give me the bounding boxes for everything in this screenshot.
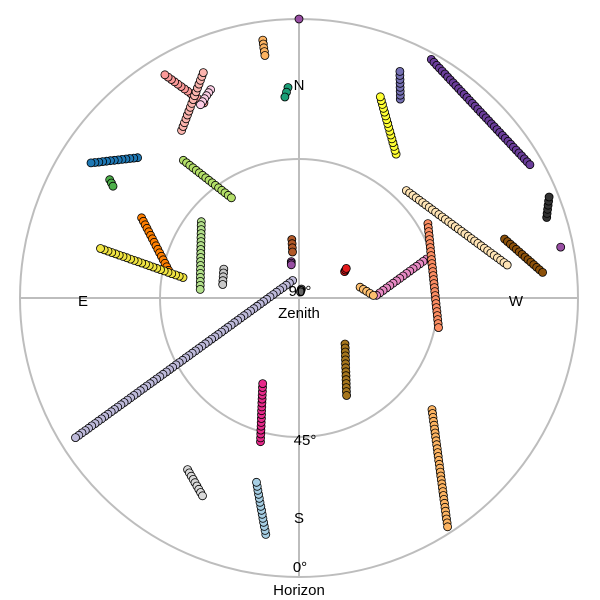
track-15-point xyxy=(342,391,352,400)
track-10-point xyxy=(252,477,261,487)
track-18-point xyxy=(395,67,405,76)
track-19-point xyxy=(525,160,535,170)
track-17-point xyxy=(375,92,385,102)
track-11-point xyxy=(226,193,236,203)
track-30-point xyxy=(286,260,296,270)
single-point-1 xyxy=(294,14,304,24)
direction-label-e: E xyxy=(78,293,88,310)
track-14-point xyxy=(108,181,118,191)
track-22-point xyxy=(544,192,554,202)
satellite-tracks xyxy=(71,14,566,539)
track-5-point xyxy=(260,51,270,60)
track-3-point xyxy=(218,280,228,289)
track-31-point xyxy=(296,287,305,297)
single-point-2 xyxy=(556,242,566,252)
track-23-point xyxy=(538,267,547,277)
direction-label-w: W xyxy=(509,293,524,310)
track-9-point xyxy=(258,379,268,389)
elevation-45-tick-label: 45° xyxy=(294,432,317,449)
track-12-point xyxy=(198,68,208,77)
track-29-point xyxy=(341,263,351,273)
track-25-point xyxy=(280,92,290,102)
track-13-point xyxy=(198,491,207,501)
track-4-point xyxy=(86,158,96,168)
track-20-point xyxy=(96,244,105,253)
track-27-point xyxy=(288,247,297,257)
track-7-point xyxy=(196,100,205,110)
zenith-tick-label: 90° xyxy=(289,283,312,300)
direction-label-n: N xyxy=(294,77,305,94)
track-1-point xyxy=(71,433,80,443)
track-26-point xyxy=(434,323,443,333)
track-28-point xyxy=(368,290,378,300)
zenith-caption: Zenith xyxy=(278,305,320,322)
track-8-point xyxy=(195,284,205,294)
horizon-tick-label: 0° xyxy=(293,559,307,576)
horizon-caption: Horizon xyxy=(273,582,325,599)
direction-label-s: S xyxy=(294,510,304,527)
track-21-point xyxy=(502,260,512,270)
track-6-point xyxy=(160,70,170,80)
track-16-point xyxy=(443,522,453,532)
